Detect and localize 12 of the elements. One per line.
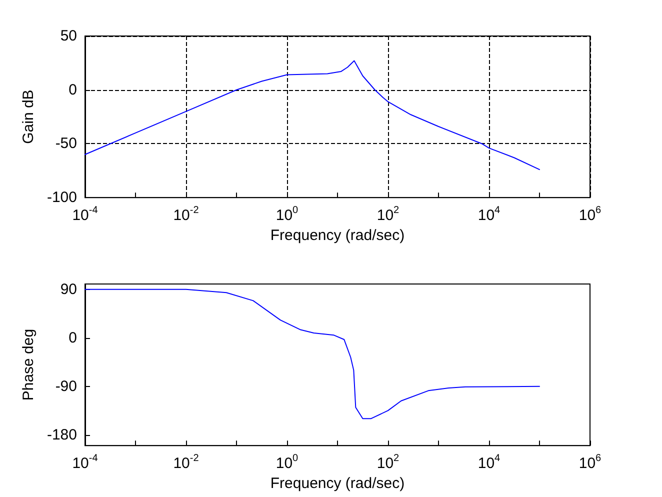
y-axis-title: Gain dB: [20, 90, 38, 144]
y-tick-label: -180: [46, 426, 77, 444]
y-tick-label: 0: [68, 329, 77, 346]
x-axis-title: Frequency (rad/sec): [270, 227, 405, 244]
y-tick-label: 90: [60, 280, 77, 298]
y-tick-label: -50: [55, 135, 77, 152]
x-axis-title: Frequency (rad/sec): [270, 475, 405, 492]
y-tick-label: 0: [68, 81, 77, 98]
y-tick-label: -90: [55, 378, 77, 395]
y-axis-title: Phase deg: [20, 328, 38, 401]
y-tick-label: -100: [46, 189, 77, 206]
y-tick-label: 50: [60, 28, 77, 44]
